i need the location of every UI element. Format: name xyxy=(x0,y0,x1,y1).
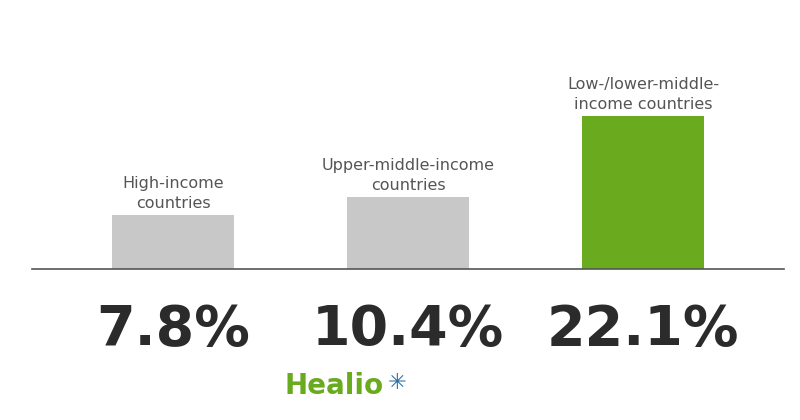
Text: High-income
countries: High-income countries xyxy=(122,176,224,211)
Bar xyxy=(347,197,469,269)
Bar xyxy=(112,215,234,269)
Bar xyxy=(582,116,704,269)
Text: Upper-middle-income
countries: Upper-middle-income countries xyxy=(322,158,494,193)
Text: Mortality rates among patients hospitalized for cirrhosis in:: Mortality rates among patients hospitali… xyxy=(24,21,776,40)
Text: Low-/lower-middle-
income countries: Low-/lower-middle- income countries xyxy=(567,77,719,112)
Text: 10.4%: 10.4% xyxy=(312,303,504,357)
Text: 7.8%: 7.8% xyxy=(96,303,250,357)
Text: ✳: ✳ xyxy=(388,373,406,393)
Text: Healio: Healio xyxy=(285,373,384,400)
Text: 22.1%: 22.1% xyxy=(546,303,739,357)
